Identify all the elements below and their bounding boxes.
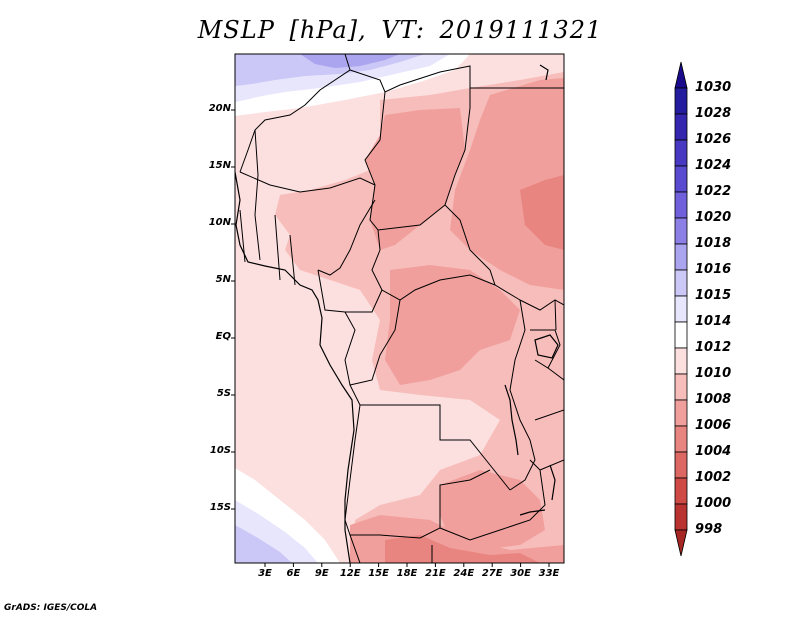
lat-label: 5N bbox=[215, 274, 231, 285]
field-north-1016 bbox=[235, 54, 425, 86]
lon-label: 33E bbox=[538, 568, 560, 579]
colorbar-segment bbox=[674, 451, 688, 479]
title-units: [hPa], bbox=[289, 16, 367, 44]
border-drc-east bbox=[509, 299, 536, 491]
colorbar bbox=[674, 61, 688, 557]
colorbar-segment bbox=[674, 139, 688, 167]
border-congo bbox=[344, 299, 401, 386]
field-east-1006 bbox=[520, 175, 564, 250]
border-east bbox=[519, 299, 564, 369]
field-bottom-1006 bbox=[385, 535, 540, 563]
field-sw-1016 bbox=[235, 525, 292, 563]
title-variable: MSLP bbox=[197, 16, 275, 44]
coastline bbox=[235, 64, 559, 563]
title-valid-time: 2019111321 bbox=[439, 16, 603, 44]
credit-text: GrADS: IGES/COLA bbox=[4, 603, 98, 613]
colorbar-segment bbox=[674, 269, 688, 297]
colorbar-segment bbox=[674, 87, 688, 115]
border-angola bbox=[344, 404, 491, 539]
field-east-1008 bbox=[450, 78, 564, 290]
lon-label: 3E bbox=[258, 568, 272, 579]
map-title: MSLP [hPa], VT: 2019111321 bbox=[0, 16, 800, 44]
colorbar-segment bbox=[674, 347, 688, 375]
border-tanzania bbox=[534, 409, 564, 471]
colorbar-level-label: 1004 bbox=[695, 444, 732, 459]
colorbar-level-label: 1020 bbox=[695, 210, 732, 225]
lon-label: 15E bbox=[368, 568, 389, 579]
colorbar-level-label: 1018 bbox=[695, 236, 732, 251]
lake-tanganyika bbox=[504, 384, 519, 456]
border-chad-east bbox=[444, 107, 496, 286]
red-sea bbox=[539, 64, 549, 81]
map-frame bbox=[234, 53, 565, 564]
colorbar-segment bbox=[674, 477, 688, 505]
lat-label: 10N bbox=[208, 217, 231, 228]
colorbar-level-label: 1008 bbox=[695, 392, 732, 407]
lon-label: 6E bbox=[286, 568, 301, 579]
colorbar-level-label: 1015 bbox=[695, 288, 732, 303]
border-uganda-kenya bbox=[547, 299, 564, 381]
colorbar-arrow-bottom bbox=[674, 529, 688, 557]
lake-kariba bbox=[519, 509, 546, 516]
lon-label: 30E bbox=[510, 568, 531, 579]
colorbar-level-label: 1028 bbox=[695, 106, 732, 121]
colorbar-segment bbox=[674, 425, 688, 453]
colorbar-level-label: 1014 bbox=[695, 314, 732, 329]
border-car bbox=[371, 204, 521, 301]
border-sudan bbox=[469, 87, 564, 108]
lat-label: 10S bbox=[209, 445, 231, 456]
colorbar-segment bbox=[674, 165, 688, 193]
border-libya-egypt bbox=[349, 65, 471, 108]
colorbar-level-label: 998 bbox=[695, 522, 723, 537]
lon-label: 21E bbox=[425, 568, 446, 579]
colorbar-level-label: 1002 bbox=[695, 470, 732, 485]
field-central-1008 bbox=[385, 265, 520, 385]
colorbar-arrow-top bbox=[674, 61, 688, 89]
lon-label: 24E bbox=[453, 568, 475, 579]
colorbar-level-label: 1026 bbox=[695, 132, 732, 147]
lat-label: EQ bbox=[215, 331, 231, 342]
pressure-field bbox=[235, 54, 564, 563]
title-vt-label: VT: bbox=[381, 16, 425, 44]
colorbar-level-label: 1030 bbox=[695, 80, 732, 95]
colorbar-segment bbox=[674, 295, 688, 323]
colorbar-level-label: 1000 bbox=[695, 496, 732, 511]
colorbar-segment bbox=[674, 191, 688, 219]
colorbar-level-label: 1016 bbox=[695, 262, 732, 277]
lat-label: 20N bbox=[208, 103, 231, 114]
colorbar-segment bbox=[674, 113, 688, 141]
colorbar-level-label: 1024 bbox=[695, 158, 732, 173]
lon-label: 12E bbox=[339, 568, 361, 579]
field-south-1008 bbox=[440, 470, 545, 550]
border-niger-nigeria bbox=[239, 171, 376, 193]
coast-west-africa bbox=[235, 171, 355, 563]
colorbar-segment bbox=[674, 373, 688, 401]
country-borders bbox=[239, 54, 564, 563]
lon-label: 18E bbox=[396, 568, 418, 579]
field-north-1018 bbox=[300, 54, 400, 68]
lake-malawi bbox=[549, 464, 556, 501]
lat-label: 5S bbox=[216, 388, 231, 399]
colorbar-segment bbox=[674, 503, 688, 531]
colorbar-level-label: 1022 bbox=[695, 184, 732, 199]
lake-victoria bbox=[534, 334, 559, 359]
lon-label: 9E bbox=[314, 568, 329, 579]
colorbar-level-label: 1012 bbox=[695, 340, 732, 355]
colorbar-segment bbox=[674, 217, 688, 245]
colorbar-level-label: 1006 bbox=[695, 418, 732, 433]
lon-label: 27E bbox=[481, 568, 503, 579]
border-west-africa bbox=[239, 129, 296, 286]
lat-label: 15S bbox=[209, 502, 231, 513]
border-namibia bbox=[349, 534, 433, 563]
colorbar-segment bbox=[674, 321, 688, 349]
field-sahel-1008 bbox=[365, 108, 465, 250]
border-north bbox=[239, 54, 351, 173]
colorbar-segment bbox=[674, 243, 688, 271]
border-nigeria-cameroon bbox=[317, 199, 376, 276]
colorbar-level-label: 1010 bbox=[695, 366, 732, 381]
lat-label: 15N bbox=[208, 160, 231, 171]
axis-ticks bbox=[231, 109, 550, 567]
colorbar-segment bbox=[674, 399, 688, 427]
